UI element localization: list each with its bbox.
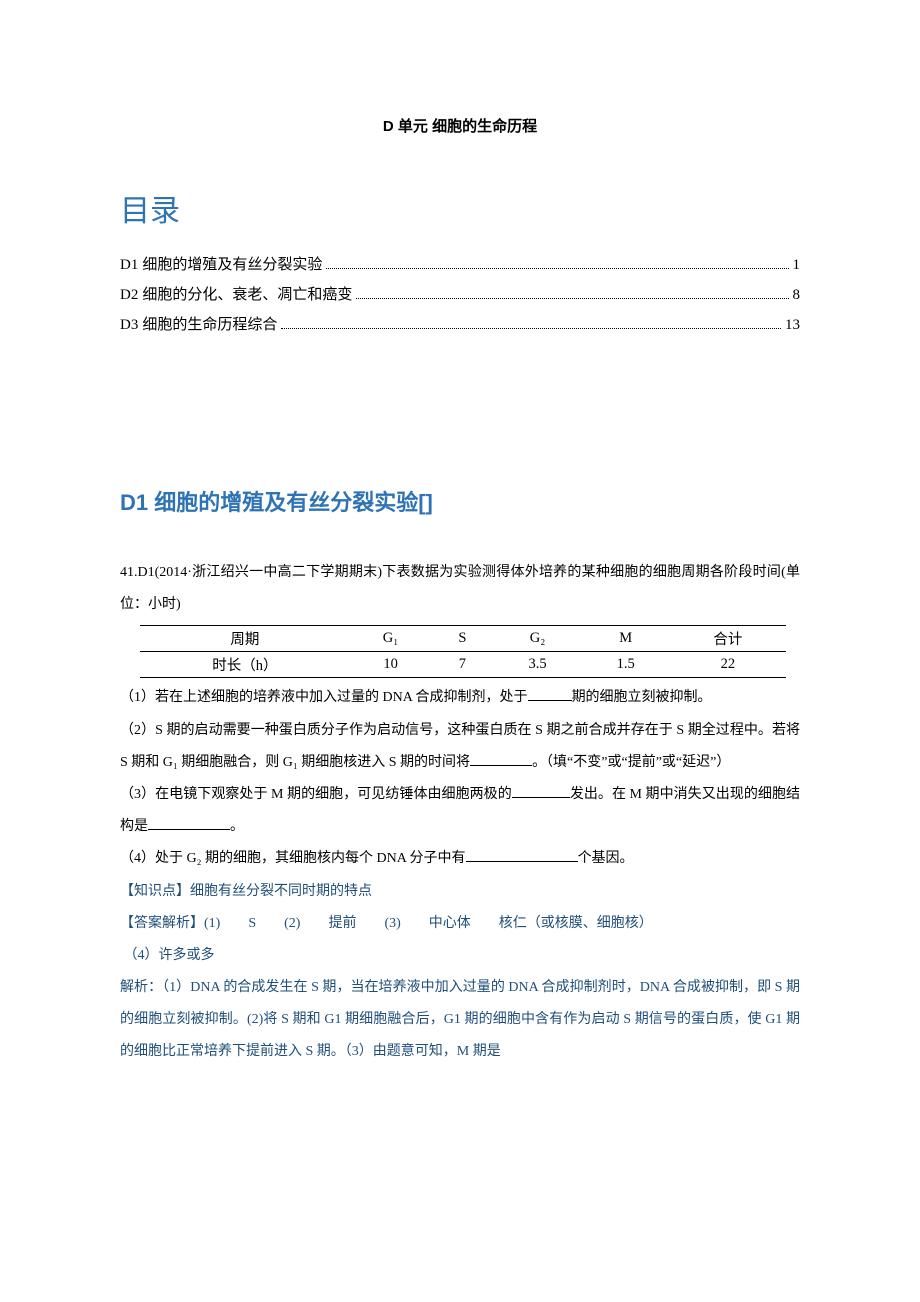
toc-dots: [356, 298, 788, 299]
document-title: D 单元 细胞的生命历程: [120, 115, 800, 136]
toc-entry-title: 细胞的增殖及有丝分裂实验: [142, 250, 322, 280]
question-4: （4）处于 G₂ 期的细胞，其细胞核内每个 DNA 分子中有 个基因。: [120, 843, 800, 875]
question-text: 。: [230, 819, 244, 834]
toc-heading: 目录: [120, 186, 800, 230]
toc-entry-label: D1: [120, 250, 142, 280]
blank: [466, 849, 578, 863]
question-text: 个基因。: [578, 851, 634, 866]
toc-entry-title: 细胞的分化、衰老、凋亡和癌变: [142, 280, 352, 310]
answer-value: 核仁（或核膜、细胞核）: [499, 916, 653, 931]
page: D 单元 细胞的生命历程 目录 D1 细胞的增殖及有丝分裂实验 1 D2 细胞的…: [0, 0, 920, 1302]
table-cell: 3.5: [493, 652, 581, 678]
toc-entry[interactable]: D2 细胞的分化、衰老、凋亡和癌变 8: [120, 280, 800, 310]
table-header-cell: 周期: [140, 626, 350, 652]
blank: [470, 752, 532, 766]
question-2: （2）S 期的启动需要一种蛋白质分子作为启动信号，这种蛋白质在 S 期之前合成并…: [120, 715, 800, 779]
table-row: 时长（h） 10 7 3.5 1.5 22: [140, 652, 786, 678]
answer-num: （4）: [124, 948, 159, 963]
answer-value: 提前: [328, 916, 356, 931]
toc-entry-page: 1: [793, 250, 801, 280]
toc-entry-label: D2: [120, 280, 142, 310]
answer-value: S: [248, 916, 256, 931]
blank: [148, 817, 230, 831]
table-cell: 22: [670, 652, 786, 678]
answer-num: (3): [384, 916, 400, 931]
table-header-cell: G₂: [493, 626, 581, 652]
knowledge-text: 细胞有丝分裂不同时期的特点: [190, 884, 372, 899]
blank: [512, 784, 570, 798]
toc-entry-title: 细胞的生命历程综合: [142, 310, 277, 340]
table-cell: 10: [350, 652, 431, 678]
question-text: （3）在电镜下观察处于 M 期的细胞，可见纺锤体由细胞两极的: [120, 787, 512, 802]
table-header-cell: M: [582, 626, 670, 652]
cell-cycle-table: 周期 G₁ S G₂ M 合计 时长（h） 10 7 3.5 1.5 22: [140, 625, 786, 678]
toc-entry[interactable]: D3 细胞的生命历程综合 13: [120, 310, 800, 340]
toc-entry[interactable]: D1 细胞的增殖及有丝分裂实验 1: [120, 250, 800, 280]
toc-entry-page: 13: [785, 310, 800, 340]
question-text: 期的细胞立刻被抑制。: [572, 690, 712, 705]
question-text: 。（填“不变”或“提前”或“延迟”）: [532, 755, 730, 770]
question-text: （1）若在上述细胞的培养液中加入过量的 DNA 合成抑制剂，处于: [120, 690, 528, 705]
answer-label: 【答案解析】: [120, 916, 204, 931]
table-cell: 7: [431, 652, 493, 678]
knowledge-label: 【知识点】: [120, 884, 190, 899]
toc-entry-label: D3: [120, 310, 142, 340]
toc-entry-page: 8: [793, 280, 801, 310]
toc-dots: [326, 268, 788, 269]
question-lead: 41.D1(2014·浙江绍兴一中高二下学期期末)下表数据为实验测得体外培养的某…: [120, 557, 800, 621]
section-heading: D1 细胞的增殖及有丝分裂实验[]: [120, 485, 800, 517]
answer-value: 许多或多: [159, 948, 215, 963]
answer-num: (2): [284, 916, 300, 931]
table-cell: 时长（h）: [140, 652, 350, 678]
answer-block: 【答案解析】(1) S (2) 提前 (3) 中心体 核仁（或核膜、细胞核） （4）许多或多: [120, 908, 800, 972]
question-text: （4）处于 G₂ 期的细胞，其细胞核内每个 DNA 分子中有: [120, 851, 466, 866]
table-header-cell: G₁: [350, 626, 431, 652]
answer-num: (1): [204, 916, 220, 931]
table-header-row: 周期 G₁ S G₂ M 合计: [140, 626, 786, 652]
question-3: （3）在电镜下观察处于 M 期的细胞，可见纺锤体由细胞两极的发出。在 M 期中消…: [120, 779, 800, 843]
knowledge-point: 【知识点】细胞有丝分裂不同时期的特点: [120, 876, 800, 908]
toc: D1 细胞的增殖及有丝分裂实验 1 D2 细胞的分化、衰老、凋亡和癌变 8 D3…: [120, 250, 800, 340]
explanation: 解析：（1）DNA 的合成发生在 S 期，当在培养液中加入过量的 DNA 合成抑…: [120, 972, 800, 1069]
question-1: （1）若在上述细胞的培养液中加入过量的 DNA 合成抑制剂，处于 期的细胞立刻被抑…: [120, 682, 800, 714]
blank: [528, 688, 572, 702]
table-cell: 1.5: [582, 652, 670, 678]
answer-value: 中心体: [429, 916, 471, 931]
table-header-cell: 合计: [670, 626, 786, 652]
toc-dots: [281, 328, 781, 329]
table-header-cell: S: [431, 626, 493, 652]
